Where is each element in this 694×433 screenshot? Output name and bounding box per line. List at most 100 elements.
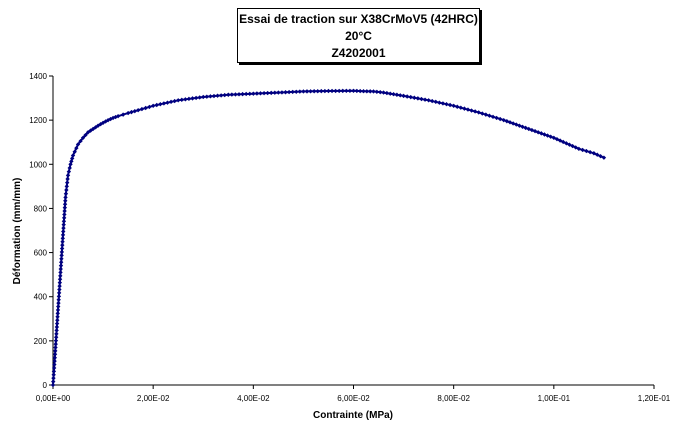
y-tick-label: 1200 <box>29 116 47 125</box>
data-point <box>269 90 274 96</box>
data-point <box>58 263 64 268</box>
data-point <box>139 106 145 112</box>
data-point <box>70 153 76 158</box>
data-point <box>351 88 356 93</box>
data-point <box>150 103 156 108</box>
data-point <box>75 142 81 147</box>
data-point <box>62 202 68 207</box>
data-point <box>55 314 60 319</box>
data-point <box>190 96 195 101</box>
data-point <box>58 260 64 265</box>
data-point <box>286 89 292 95</box>
data-point <box>67 165 72 171</box>
data-point <box>93 125 98 130</box>
data-point <box>54 328 59 333</box>
data-point <box>161 101 167 106</box>
data-point <box>51 375 56 381</box>
data-point <box>193 95 199 101</box>
data-point <box>598 153 603 159</box>
axes-group: 0 200 400 600 800 1000 1200 1400 0,00E+00 2,00E-0… <box>29 72 671 403</box>
x-tick-label: 2,00E-02 <box>137 394 170 403</box>
data-point <box>384 90 390 96</box>
data-point <box>487 113 492 118</box>
data-point <box>584 148 589 154</box>
data-point <box>129 109 134 115</box>
data-point <box>59 253 64 258</box>
data-point <box>490 114 496 120</box>
data-point <box>62 208 67 214</box>
data-point <box>226 92 231 97</box>
data-point <box>56 290 62 296</box>
data-point <box>333 88 338 94</box>
data-point <box>494 115 499 121</box>
data-point <box>64 187 69 193</box>
chart-title-line-2: 20°C <box>345 29 372 43</box>
data-point <box>63 191 69 196</box>
chart-title-box: Essai de traction sur X38CrMoV5 (42HRC) … <box>237 8 480 63</box>
data-point <box>78 138 83 144</box>
data-point <box>60 239 65 244</box>
data-point <box>125 110 131 116</box>
chart-title-line-3: Z4202001 <box>331 46 386 60</box>
data-point <box>258 91 263 96</box>
data-point <box>447 102 453 108</box>
x-tick-label: 4,00E-02 <box>237 394 270 403</box>
data-point <box>294 89 299 94</box>
data-point <box>53 335 59 340</box>
data-point <box>573 145 578 150</box>
data-point <box>64 180 70 185</box>
data-point <box>61 219 67 224</box>
data-point <box>56 300 61 306</box>
data-point <box>53 341 58 347</box>
data-point <box>59 246 65 251</box>
data-point <box>340 88 345 94</box>
data-point <box>251 91 256 96</box>
data-point <box>576 146 582 152</box>
data-point <box>311 89 317 94</box>
data-point <box>476 110 481 115</box>
data-point <box>60 232 66 238</box>
data-point <box>357 88 363 94</box>
data-point <box>65 173 71 178</box>
data-point <box>437 100 442 105</box>
data-point <box>401 93 406 99</box>
data-point <box>51 372 56 377</box>
data-point <box>59 249 65 255</box>
data-point <box>208 94 213 99</box>
data-point <box>113 114 118 120</box>
data-point <box>98 122 103 127</box>
data-point <box>53 338 59 343</box>
data-point <box>132 108 138 114</box>
data-point <box>364 89 370 94</box>
data-point <box>51 379 56 384</box>
data-point <box>523 125 528 131</box>
data-point <box>56 294 62 299</box>
data-point <box>367 89 373 94</box>
data-point <box>336 88 342 94</box>
data-point <box>247 91 252 97</box>
data-point <box>404 94 410 99</box>
y-tick-label: 0 <box>43 381 48 390</box>
data-point <box>158 102 163 107</box>
data-point <box>80 135 86 140</box>
data-point <box>61 215 67 221</box>
data-point <box>276 90 281 95</box>
data-point <box>57 287 62 292</box>
y-axis-title: Déformation (mm/mm) <box>12 178 23 285</box>
data-point <box>197 95 202 100</box>
data-point <box>532 128 538 134</box>
data-point <box>57 283 62 289</box>
data-point <box>172 98 177 104</box>
data-point <box>301 89 306 94</box>
data-point <box>371 89 376 94</box>
data-point <box>542 132 547 137</box>
chart-title-line-1: Essai de traction sur X38CrMoV5 (42HRC) <box>239 12 478 26</box>
data-point <box>304 89 310 94</box>
data-point <box>564 141 569 146</box>
data-point <box>283 90 288 95</box>
data-point <box>233 92 238 97</box>
data-point <box>65 176 70 182</box>
data-point <box>62 212 67 217</box>
data-point <box>243 91 249 97</box>
data-point <box>218 93 224 98</box>
